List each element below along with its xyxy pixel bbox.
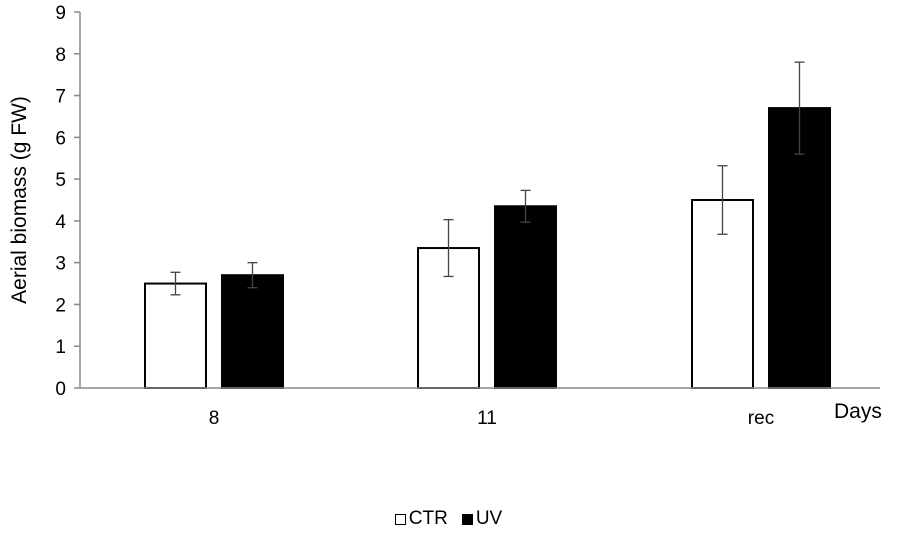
x-axis-title: Days (834, 400, 882, 423)
legend-item-ctr: CTR (394, 508, 448, 530)
y-tick-label-0: 0 (55, 379, 66, 400)
bar-uv-8 (221, 274, 284, 390)
y-tick-label-5: 5 (55, 170, 66, 191)
x-tick-label-rec: rec (748, 408, 774, 429)
y-axis-ticks: 0 1 2 3 4 5 6 7 8 9 (55, 3, 80, 400)
y-axis-title: Aerial biomass (g FW) (8, 96, 31, 304)
error-bars-group (170, 61, 805, 296)
y-tick-label-8: 8 (55, 45, 66, 66)
y-tick-label-3: 3 (55, 254, 66, 275)
y-tick-label-6: 6 (55, 128, 66, 149)
x-tick-label-11: 11 (477, 408, 497, 429)
legend-swatch-uv (461, 513, 473, 525)
y-tick-label-1: 1 (55, 337, 66, 358)
bar-uv-11 (494, 205, 557, 389)
legend-label-ctr: CTR (408, 508, 448, 529)
y-tick-label-9: 9 (55, 3, 66, 24)
y-tick-label-4: 4 (55, 212, 66, 233)
legend-label-uv: UV (475, 508, 503, 529)
legend: CTR UV (0, 508, 897, 530)
legend-item-uv: UV (461, 508, 503, 530)
legend-swatch-ctr (394, 513, 406, 525)
x-tick-label-8: 8 (209, 408, 220, 429)
bar-ctr-8 (144, 282, 207, 389)
bars-group (144, 107, 831, 390)
y-tick-label-2: 2 (55, 295, 66, 316)
x-axis-ticks: 8 11 rec (209, 408, 774, 429)
y-tick-label-7: 7 (55, 87, 66, 108)
